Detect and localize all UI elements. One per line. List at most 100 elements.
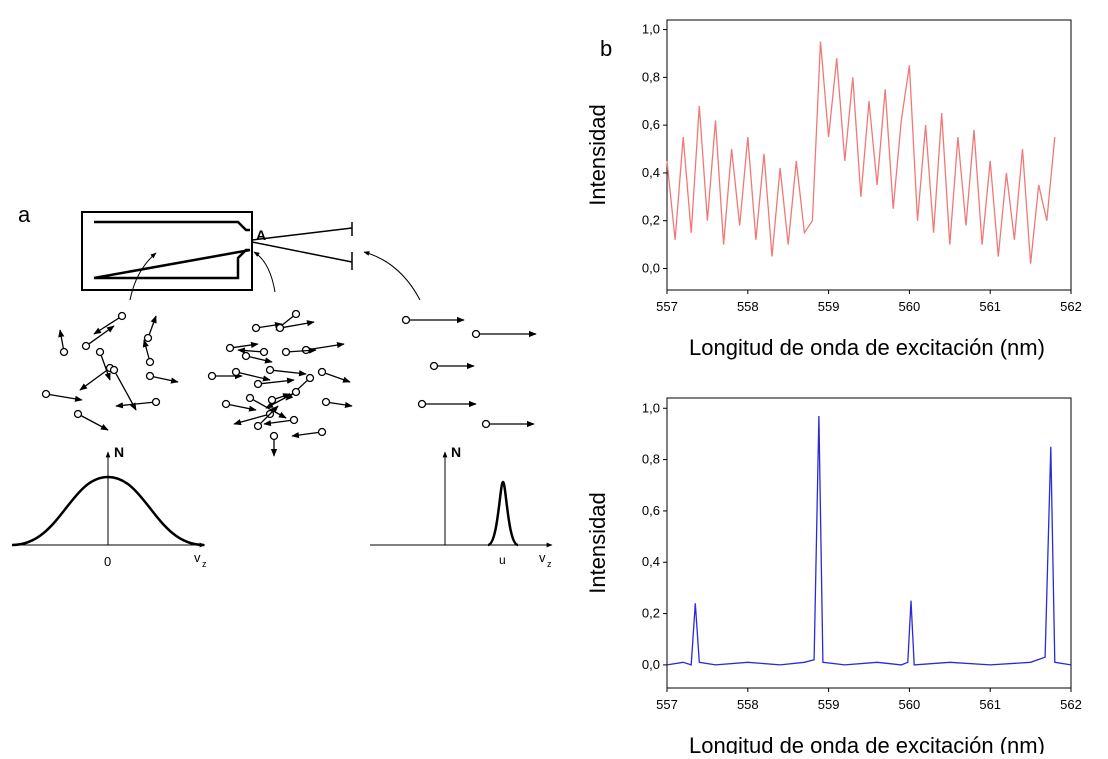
tick-label: u xyxy=(499,553,506,567)
molecule xyxy=(275,323,285,333)
velocity-arrow xyxy=(261,377,295,385)
molecule xyxy=(253,379,263,389)
molecule xyxy=(73,409,83,419)
x-axis-label: Longitud de onda de excitación (nm) xyxy=(689,335,1045,360)
molecule xyxy=(401,315,411,325)
nozzle-cone xyxy=(251,222,353,270)
x-tick-label: 560 xyxy=(899,697,921,712)
x-tick-label: 561 xyxy=(979,299,1001,314)
velocity-arrow xyxy=(260,405,279,424)
velocity-arrow xyxy=(309,342,345,351)
molecule xyxy=(59,347,69,357)
molecule xyxy=(281,347,291,357)
molecule xyxy=(417,399,427,409)
axis-label: N xyxy=(451,444,461,460)
oven-inner xyxy=(93,220,251,280)
plot-frame xyxy=(666,19,1072,291)
molecule xyxy=(81,341,91,351)
velocity-arrow xyxy=(148,315,157,335)
panel-label: b xyxy=(600,36,612,61)
molecule xyxy=(145,357,155,367)
molecule xyxy=(481,419,491,429)
diagram: a A N 0 v z N u v z xyxy=(11,202,553,569)
molecule xyxy=(289,415,299,425)
x-tick-label: 562 xyxy=(1060,697,1082,712)
velocity-arrow xyxy=(325,372,351,383)
velocity-arrow xyxy=(275,393,291,400)
molecule xyxy=(269,431,279,441)
molecule xyxy=(221,399,231,409)
y-axis-label: Intensidad xyxy=(585,104,610,206)
velocity-arrow xyxy=(229,404,257,412)
flow-arrow xyxy=(363,251,421,301)
x-tick-label: 560 xyxy=(899,299,921,314)
x-axis-label: Longitud de onda de excitación (nm) xyxy=(689,733,1045,754)
gaussian xyxy=(11,475,205,547)
velocity-arrow xyxy=(58,329,65,349)
molecule xyxy=(259,347,269,357)
axis-label: N xyxy=(114,444,124,460)
oven-outer xyxy=(81,211,253,291)
molecule xyxy=(291,387,301,397)
y-tick-label: 0,0 xyxy=(642,260,660,275)
molecule xyxy=(231,367,241,377)
x-tick-label: 558 xyxy=(737,299,759,314)
molecule xyxy=(291,309,301,319)
velocity-arrow xyxy=(283,320,315,328)
velocity-arrow xyxy=(233,341,259,349)
data-line xyxy=(666,41,1056,264)
velocity-arrow xyxy=(289,347,317,354)
molecule xyxy=(245,393,255,403)
y-tick-label: 0,0 xyxy=(642,657,660,672)
velocity-arrow xyxy=(81,415,109,431)
tick-label: 0 xyxy=(104,554,111,569)
velocity-arrow xyxy=(93,317,119,335)
axis-label: v xyxy=(539,550,546,565)
molecule xyxy=(207,371,217,381)
velocity-arrow xyxy=(49,394,83,402)
data-line xyxy=(666,415,1072,666)
y-tick-label: 0,8 xyxy=(642,69,660,84)
y-tick-label: 0,6 xyxy=(642,503,660,518)
panel-label: a xyxy=(18,202,31,227)
molecule xyxy=(471,329,481,339)
velocity-arrow xyxy=(273,369,307,377)
y-tick-label: 1,0 xyxy=(642,400,660,415)
velocity-arrow xyxy=(233,414,267,426)
y-tick-label: 0,4 xyxy=(642,554,660,569)
velocity-arrow xyxy=(329,401,353,409)
aperture-label: A xyxy=(256,227,266,243)
molecule xyxy=(429,361,439,371)
velocity-arrow xyxy=(88,325,115,345)
y-axis-label: Intensidad xyxy=(585,492,610,594)
velocity-arrow xyxy=(291,431,319,439)
x-tick-label: 559 xyxy=(818,697,840,712)
velocity-arrow xyxy=(153,376,179,384)
velocity-arrow xyxy=(115,401,153,409)
velocity-arrow xyxy=(142,339,150,359)
velocity-arrow xyxy=(249,356,273,364)
molecule xyxy=(267,395,277,405)
flow-arrow xyxy=(253,251,276,293)
plot-frame xyxy=(666,397,1072,689)
velocity-arrow xyxy=(100,355,111,381)
y-tick-label: 1,0 xyxy=(642,22,660,37)
molecule xyxy=(253,421,263,431)
molecule xyxy=(305,373,315,383)
molecule xyxy=(109,365,119,375)
velocity-arrow xyxy=(263,419,291,427)
molecule xyxy=(95,347,105,357)
axis-label: v xyxy=(194,550,201,565)
x-tick-label: 562 xyxy=(1060,299,1082,314)
molecule xyxy=(145,371,155,381)
molecule xyxy=(41,389,51,399)
x-tick-label: 557 xyxy=(656,299,678,314)
molecule xyxy=(265,365,275,375)
molecule xyxy=(241,351,251,361)
axis-label-sub: z xyxy=(202,559,207,569)
molecule xyxy=(321,397,331,407)
molecule xyxy=(117,311,127,321)
y-tick-label: 0,2 xyxy=(642,213,660,228)
